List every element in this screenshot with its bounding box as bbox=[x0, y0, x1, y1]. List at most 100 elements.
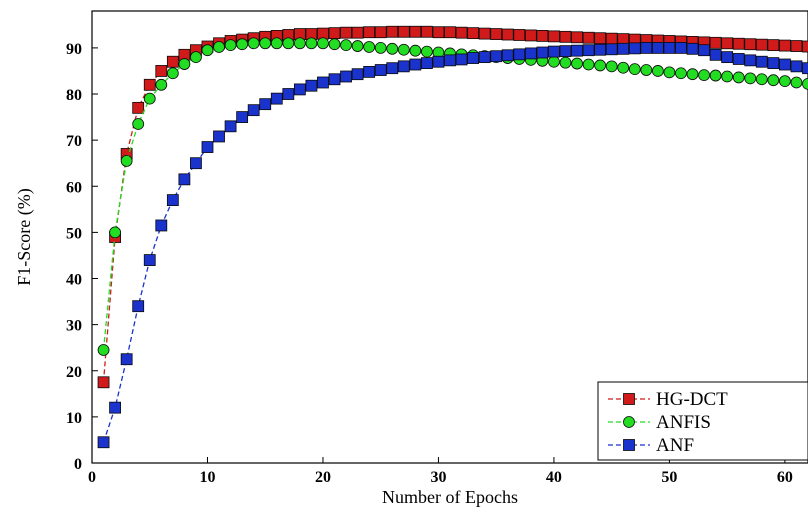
data-point-anf bbox=[478, 51, 491, 64]
data-point-anf bbox=[513, 48, 526, 61]
data-point-anf bbox=[617, 42, 630, 55]
data-point-anf bbox=[132, 300, 145, 313]
legend-marker-anfis bbox=[623, 416, 635, 428]
legend-label-anf: ANF bbox=[656, 435, 694, 456]
data-point-anfis bbox=[686, 68, 699, 81]
data-point-anfis bbox=[617, 61, 630, 74]
data-point-anf bbox=[374, 64, 387, 76]
y-tick-label: 30 bbox=[66, 318, 82, 335]
x-tick-label: 60 bbox=[777, 469, 793, 486]
data-point-anf bbox=[236, 111, 249, 123]
data-point-anf bbox=[709, 48, 722, 61]
data-point-anf bbox=[293, 83, 306, 96]
data-point-anfis bbox=[351, 40, 364, 52]
plot-frame bbox=[91, 10, 808, 464]
data-point-anf bbox=[802, 62, 808, 75]
data-point-anf bbox=[259, 98, 272, 111]
data-point-hg-dct bbox=[397, 25, 410, 38]
data-point-hg-dct bbox=[340, 26, 352, 39]
legend-label-anfis: ANFIS bbox=[656, 412, 711, 433]
legend-marker-hg-dct bbox=[623, 393, 635, 405]
data-point-anf bbox=[524, 47, 537, 60]
data-point-anfis bbox=[213, 41, 225, 53]
y-tick-label: 50 bbox=[66, 225, 82, 242]
data-point-anfis bbox=[721, 70, 734, 83]
data-point-anfis bbox=[767, 74, 780, 87]
data-point-anfis bbox=[190, 51, 202, 64]
data-point-anfis bbox=[732, 71, 745, 84]
data-point-anfis bbox=[109, 226, 121, 239]
data-point-hg-dct bbox=[132, 101, 145, 114]
data-point-anfis bbox=[293, 37, 306, 50]
series-line-anfis bbox=[102, 42, 808, 351]
data-point-anf bbox=[282, 88, 295, 100]
y-tick-label: 70 bbox=[66, 133, 82, 150]
data-point-anf bbox=[663, 41, 676, 54]
data-point-anfis bbox=[421, 45, 433, 58]
data-point-anf bbox=[386, 62, 399, 75]
data-point-anf bbox=[501, 49, 514, 62]
data-point-anfis bbox=[802, 77, 808, 90]
x-tick-label: 0 bbox=[88, 469, 96, 486]
data-point-anf bbox=[651, 41, 664, 54]
data-point-anfis bbox=[663, 66, 676, 79]
data-point-anf bbox=[270, 92, 283, 105]
data-point-hg-dct bbox=[571, 31, 583, 44]
data-point-anfis bbox=[270, 37, 283, 50]
legend-label-hg-dct: HG-DCT bbox=[656, 389, 728, 410]
data-point-anfis bbox=[755, 73, 768, 86]
y-tick-label: 0 bbox=[74, 456, 82, 473]
data-point-anfis bbox=[97, 344, 110, 356]
data-point-anfis bbox=[779, 75, 791, 88]
series-layer bbox=[97, 25, 808, 449]
data-point-anf bbox=[548, 45, 560, 58]
x-tick-label: 10 bbox=[199, 469, 215, 486]
data-point-anfis bbox=[236, 38, 249, 51]
data-point-anfis bbox=[548, 55, 560, 68]
data-point-hg-dct bbox=[501, 28, 514, 41]
data-point-anf bbox=[571, 44, 583, 57]
data-point-anf bbox=[444, 54, 456, 67]
data-point-hg-dct bbox=[421, 25, 433, 38]
data-point-anfis bbox=[559, 56, 572, 69]
x-tick-label: 50 bbox=[661, 469, 677, 486]
data-point-anfis bbox=[628, 63, 641, 76]
data-point-anf bbox=[582, 44, 595, 57]
data-point-hg-dct bbox=[409, 25, 422, 38]
y-tick-label: 20 bbox=[66, 364, 82, 381]
data-point-anf bbox=[421, 57, 433, 70]
data-point-anfis bbox=[120, 154, 133, 167]
data-point-anfis bbox=[143, 92, 156, 105]
data-point-anf bbox=[640, 41, 653, 54]
data-point-anfis bbox=[155, 78, 168, 91]
data-point-anfis bbox=[305, 37, 318, 50]
data-point-anfis bbox=[744, 72, 757, 85]
data-point-anf bbox=[490, 50, 503, 63]
data-point-hg-dct bbox=[467, 27, 479, 40]
data-point-anfis bbox=[374, 41, 387, 54]
data-point-hg-dct bbox=[513, 29, 526, 41]
data-point-hg-dct bbox=[732, 37, 745, 50]
x-tick-label: 40 bbox=[546, 469, 562, 486]
data-point-anf bbox=[432, 55, 445, 68]
data-point-anf bbox=[779, 58, 791, 71]
x-axis-title: Number of Epochs bbox=[382, 487, 518, 507]
data-point-hg-dct bbox=[374, 26, 387, 39]
data-point-hg-dct bbox=[721, 37, 734, 50]
data-point-hg-dct bbox=[351, 26, 364, 39]
data-point-hg-dct bbox=[559, 30, 572, 43]
data-point-anf bbox=[247, 104, 260, 117]
data-point-anf bbox=[767, 57, 780, 70]
data-point-hg-dct bbox=[97, 376, 110, 389]
data-point-anf bbox=[340, 70, 352, 83]
data-point-hg-dct bbox=[802, 40, 808, 53]
data-point-anf bbox=[178, 173, 191, 186]
data-point-anfis bbox=[571, 57, 583, 70]
data-point-hg-dct bbox=[755, 38, 768, 51]
data-point-anfis bbox=[178, 58, 191, 70]
data-point-anf bbox=[317, 76, 329, 89]
data-point-anfis bbox=[409, 44, 422, 57]
series-anfis bbox=[97, 37, 808, 356]
data-point-hg-dct bbox=[328, 27, 341, 40]
